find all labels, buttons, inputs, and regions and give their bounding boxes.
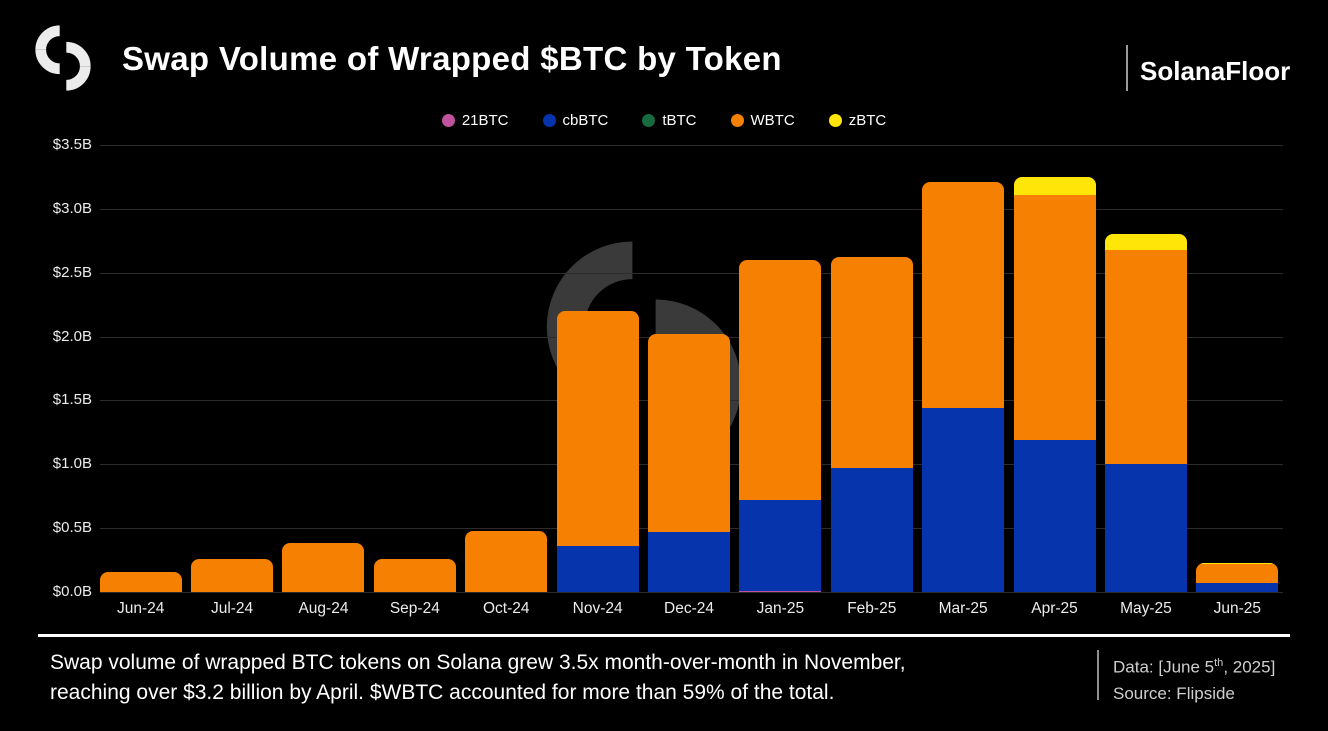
- legend-item-tBTC: tBTC: [642, 112, 697, 129]
- bar-Apr-25: [1013, 176, 1096, 592]
- bar-Jul-24: [191, 558, 274, 592]
- bar-segment-cbBTC: [648, 531, 730, 592]
- x-tick-label: Apr-25: [1031, 600, 1078, 617]
- y-tick-label: $1.0B: [52, 455, 92, 473]
- x-tick-label: Jul-24: [210, 600, 254, 617]
- bar-Jan-25: [739, 259, 822, 592]
- legend-item-zBTC: zBTC: [828, 112, 887, 129]
- data-source: Source: Flipside: [1113, 683, 1235, 703]
- x-tick-label: Jun-25: [1213, 600, 1261, 617]
- brand-name: SolanaFloor: [1140, 56, 1291, 86]
- legend-swatch-icon: [730, 114, 744, 127]
- y-tick-label: $2.5B: [52, 263, 92, 281]
- gridline: [100, 208, 1283, 210]
- y-tick-label: $3.0B: [52, 199, 92, 217]
- legend-swatch-icon: [542, 114, 556, 127]
- x-tick-label: Jun-24: [116, 600, 165, 617]
- legend-swatch-icon: [441, 114, 455, 127]
- bar-May-25: [1104, 234, 1187, 592]
- chart-legend: 21BTC cbBTC tBTC WBTC zBTC: [0, 112, 1328, 129]
- caption-line-1: Swap volume of wrapped BTC tokens on Sol…: [50, 651, 906, 674]
- bar-segment-WBTC: [648, 334, 730, 532]
- legend-label: zBTC: [848, 112, 887, 129]
- bar-segment-WBTC: [282, 543, 365, 592]
- y-tick-label: $0.5B: [52, 519, 92, 537]
- legend-label: 21BTC: [461, 112, 509, 129]
- bar-segment-21BTC: [739, 590, 822, 592]
- x-tick-label: Oct-24: [482, 600, 530, 617]
- x-tick-label: Dec-24: [664, 600, 714, 617]
- gridline: [100, 592, 1283, 593]
- footer-separator: [38, 634, 1290, 637]
- bar-segment-cbBTC: [922, 408, 1005, 592]
- bar-segment-zBTC: [1104, 234, 1187, 250]
- solanafloor-logo-icon: [35, 25, 91, 91]
- bar-segment-WBTC: [830, 257, 913, 469]
- bar-Sep-24: [373, 558, 456, 592]
- x-tick-label: Aug-24: [298, 600, 349, 617]
- bar-segment-zBTC: [1013, 176, 1096, 195]
- bar-segment-WBTC: [373, 558, 456, 592]
- bar-segment-WBTC: [465, 530, 548, 592]
- page-title: Swap Volume of Wrapped $BTC by Token: [122, 40, 782, 77]
- legend-swatch-icon: [642, 114, 656, 127]
- bar-segment-cbBTC: [739, 500, 822, 591]
- bar-segment-cbBTC: [556, 546, 639, 592]
- caption-line-2: reaching over $3.2 billion by April. $WB…: [50, 681, 835, 704]
- bar-segment-WBTC: [922, 182, 1005, 409]
- bar-segment-WBTC: [739, 259, 822, 501]
- y-tick-label: $1.5B: [52, 391, 92, 409]
- gridline: [100, 145, 1283, 146]
- gridline: [100, 272, 1283, 274]
- bar-segment-WBTC: [1196, 563, 1279, 584]
- legend-item-WBTC: WBTC: [730, 112, 795, 129]
- y-tick-label: $3.5B: [52, 136, 92, 153]
- brand-divider: [1126, 45, 1128, 91]
- x-tick-label: Sep-24: [389, 600, 440, 617]
- x-tick-label: Mar-25: [938, 600, 988, 617]
- x-tick-label: Jan-25: [756, 600, 805, 617]
- y-tick-label: $2.0B: [52, 327, 92, 345]
- x-tick-label: Nov-24: [572, 600, 623, 617]
- legend-label: cbBTC: [562, 112, 609, 129]
- bar-segment-cbBTC: [1196, 583, 1279, 592]
- x-tick-label: May-25: [1120, 600, 1172, 617]
- bar-segment-cbBTC: [1104, 464, 1187, 592]
- y-tick-label: $0.0B: [52, 583, 92, 600]
- legend-label: WBTC: [750, 112, 795, 129]
- data-source-block: Data: [June 5th, 2025] Source: Flipside: [1113, 650, 1275, 707]
- bar-Feb-25: [830, 257, 913, 592]
- data-date: Data: [June 5th, 2025]: [1113, 657, 1276, 677]
- x-tick-label: Feb-25: [847, 600, 897, 617]
- legend-label: tBTC: [662, 112, 697, 129]
- bar-segment-WBTC: [1013, 194, 1096, 440]
- bar-segment-WBTC: [1104, 249, 1187, 465]
- legend-swatch-icon: [828, 114, 842, 127]
- bar-Oct-24: [465, 530, 548, 592]
- bar-segment-zBTC: [1196, 562, 1279, 564]
- legend-item-cbBTC: cbBTC: [542, 112, 609, 129]
- bar-segment-WBTC: [556, 311, 639, 546]
- bar-Dec-24: [648, 334, 730, 592]
- legend-item-21BTC: 21BTC: [441, 112, 509, 129]
- bar-Mar-25: [922, 182, 1005, 592]
- bar-segment-WBTC: [191, 558, 274, 592]
- bar-Aug-24: [282, 543, 365, 592]
- bar-Jun-24: [99, 571, 182, 592]
- meta-divider: [1097, 650, 1099, 700]
- bar-segment-WBTC: [99, 571, 182, 592]
- bar-segment-cbBTC: [1013, 440, 1096, 592]
- chart-caption: Swap volume of wrapped BTC tokens on Sol…: [50, 648, 906, 708]
- bar-Jun-25: [1196, 562, 1279, 592]
- bar-Nov-24: [556, 311, 639, 592]
- bar-segment-cbBTC: [830, 468, 913, 592]
